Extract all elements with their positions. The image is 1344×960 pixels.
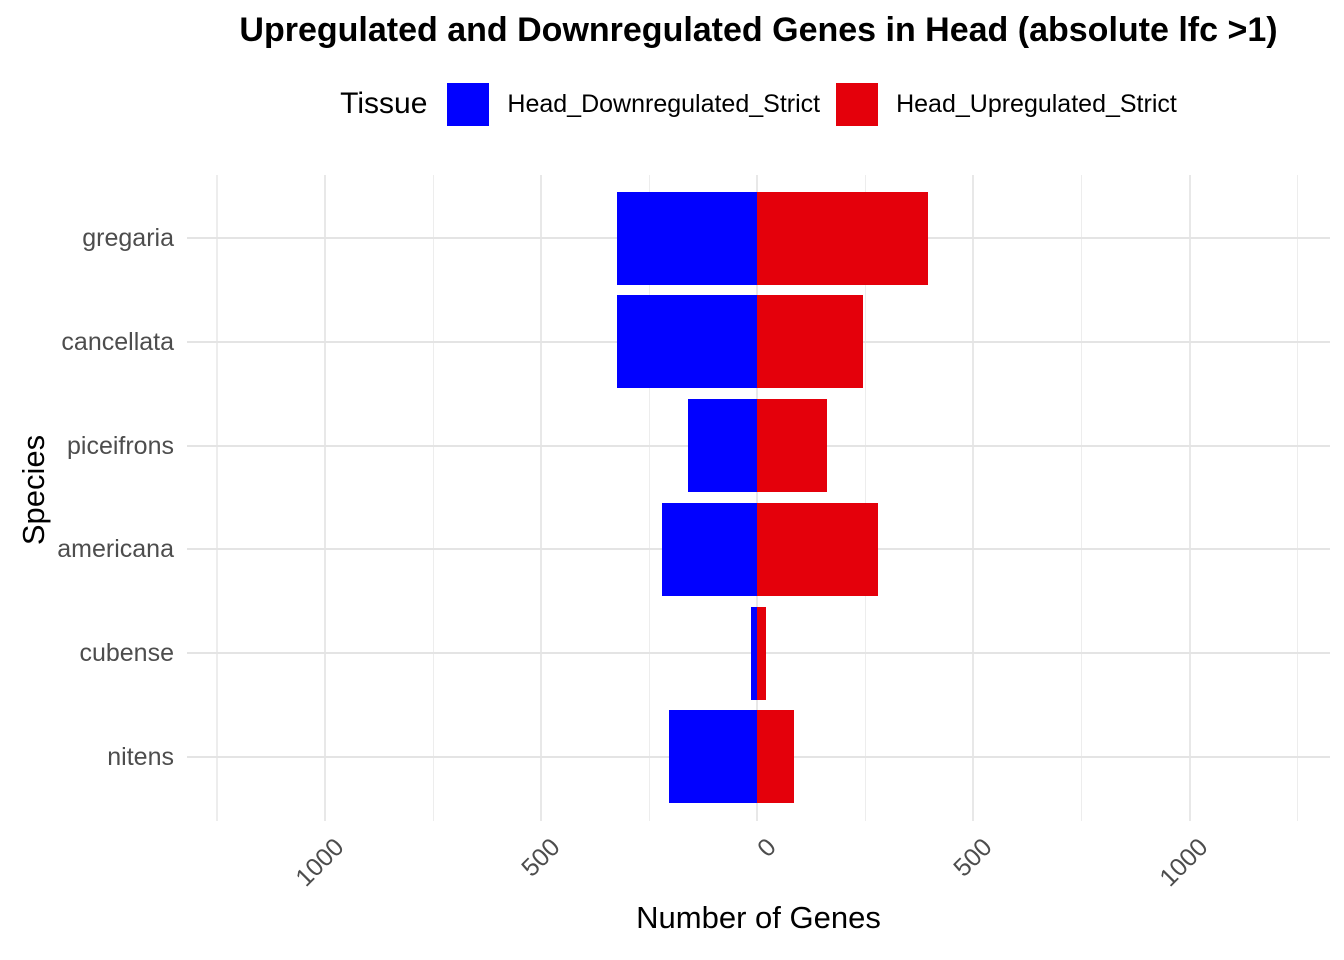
y-axis-label-cubense: cubense bbox=[79, 639, 174, 668]
gridline-major bbox=[756, 175, 759, 821]
gridline-major bbox=[540, 175, 543, 821]
bar-downregulated-nitens bbox=[668, 710, 758, 804]
y-axis-label-americana: americana bbox=[57, 535, 174, 564]
bar-upregulated-piceifrons bbox=[757, 399, 827, 493]
y-axis-label-cancellata: cancellata bbox=[61, 327, 174, 356]
bar-downregulated-piceifrons bbox=[688, 399, 758, 493]
bar-upregulated-cancellata bbox=[757, 295, 864, 389]
bar-downregulated-cancellata bbox=[616, 295, 758, 389]
legend-swatch-upregulated bbox=[836, 82, 879, 126]
y-axis-label-gregaria: gregaria bbox=[82, 224, 174, 252]
bar-upregulated-cubense bbox=[757, 606, 767, 700]
x-axis-tick-label: 0 bbox=[751, 833, 782, 863]
legend-swatch-downregulated bbox=[447, 82, 490, 126]
gridline-minor bbox=[864, 175, 867, 821]
chart-title: Upregulated and Downregulated Genes in H… bbox=[239, 11, 1278, 49]
x-axis-tick-label: 500 bbox=[947, 833, 998, 883]
bar-upregulated-americana bbox=[757, 502, 879, 596]
legend-label-upregulated: Head_Upregulated_Strict bbox=[896, 89, 1177, 118]
x-axis-tick-label: 500 bbox=[515, 833, 566, 883]
legend: Tissue Head_Downregulated_Strict Head_Up… bbox=[187, 80, 1330, 128]
gridline-minor bbox=[216, 175, 218, 821]
x-axis-tick-label: 1000 bbox=[289, 833, 350, 893]
bar-downregulated-cubense bbox=[750, 606, 758, 700]
y-axis-label-piceifrons: piceifrons bbox=[67, 431, 174, 460]
gridline-major bbox=[1188, 175, 1191, 821]
gridline-major bbox=[324, 175, 327, 821]
plot-panel bbox=[187, 175, 1330, 821]
x-axis-tick-label: 1000 bbox=[1154, 833, 1214, 893]
gridline-minor bbox=[1296, 175, 1299, 821]
gridline-minor bbox=[648, 175, 651, 821]
gridline-minor bbox=[1080, 175, 1083, 821]
legend-label-downregulated: Head_Downregulated_Strict bbox=[507, 89, 821, 118]
x-axis-title: Number of Genes bbox=[636, 900, 881, 935]
bar-downregulated-gregaria bbox=[616, 191, 758, 285]
y-axis-label-nitens: nitens bbox=[107, 742, 174, 771]
legend-title: Tissue bbox=[340, 87, 428, 120]
bar-downregulated-americana bbox=[662, 502, 758, 596]
bar-upregulated-nitens bbox=[757, 710, 795, 804]
bar-upregulated-gregaria bbox=[757, 191, 929, 285]
legend-item-upregulated: Head_Upregulated_Strict bbox=[836, 82, 1177, 126]
gridline-major bbox=[972, 175, 975, 821]
gridline-minor bbox=[432, 175, 435, 821]
legend-item-downregulated: Head_Downregulated_Strict bbox=[447, 82, 821, 126]
